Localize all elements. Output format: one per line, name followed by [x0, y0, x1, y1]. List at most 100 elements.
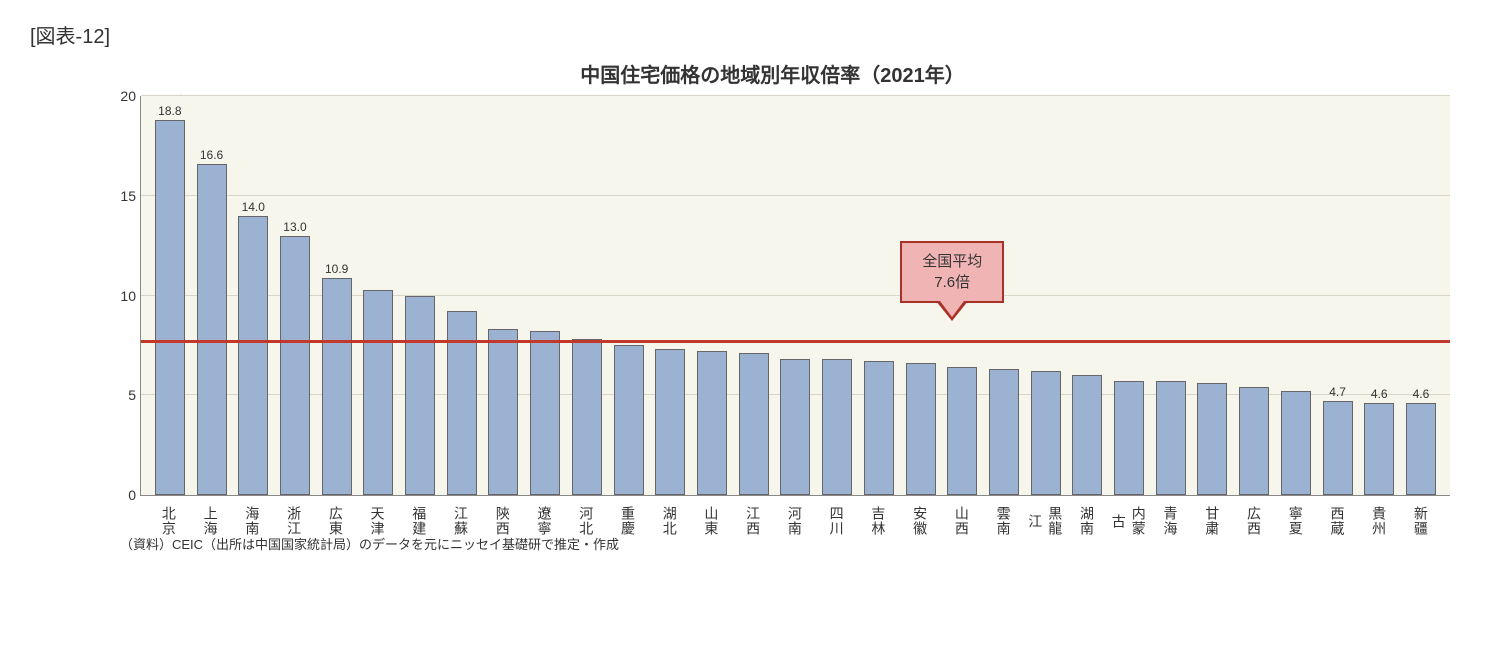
- bar-slot: [1108, 96, 1150, 495]
- y-tick-label: 5: [106, 387, 136, 403]
- bar-slot: [733, 96, 775, 495]
- bar: [1114, 381, 1144, 495]
- bar-value-label: 10.9: [325, 262, 348, 276]
- bar: [947, 367, 977, 495]
- bar: [1323, 401, 1353, 495]
- x-axis-label: 四川: [816, 502, 858, 540]
- bar-value-label: 13.0: [283, 220, 306, 234]
- x-axis-label: 江西: [732, 502, 774, 540]
- bar: [697, 351, 727, 495]
- bars-container: 18.816.614.013.010.94.74.64.6: [141, 96, 1450, 495]
- bar: [405, 296, 435, 496]
- x-axis-label: 吉林: [857, 502, 899, 540]
- x-axis-labels: 北京上海海南浙江広東天津福建江蘇陝西遼寧河北重慶湖北山東江西河南四川吉林安徽山西…: [140, 502, 1450, 540]
- bar: [488, 329, 518, 495]
- x-axis-label: 遼寧: [524, 502, 566, 540]
- bar: [1364, 403, 1394, 495]
- bar: [1406, 403, 1436, 495]
- x-axis-label: 西蔵: [1317, 502, 1359, 540]
- bar: [1281, 391, 1311, 495]
- x-axis-label: 河北: [565, 502, 607, 540]
- figure-label: [図表-12]: [30, 20, 1465, 49]
- bar-slot: 18.8: [149, 96, 191, 495]
- chart-title: 中国住宅価格の地域別年収倍率（2021年）: [80, 59, 1465, 88]
- plot-container: （倍） 18.816.614.013.010.94.74.64.6 051015…: [140, 96, 1465, 516]
- bar-slot: [816, 96, 858, 495]
- bar-slot: 4.6: [1400, 96, 1442, 495]
- x-axis-label: 陝西: [482, 502, 524, 540]
- bar: [155, 120, 185, 495]
- x-axis-label: 天津: [357, 502, 399, 540]
- bar: [1197, 383, 1227, 495]
- y-tick-label: 10: [106, 288, 136, 304]
- bar: [238, 216, 268, 495]
- x-axis-label: 広東: [315, 502, 357, 540]
- average-line: [141, 340, 1450, 343]
- bar-value-label: 16.6: [200, 148, 223, 162]
- bar-slot: [1025, 96, 1067, 495]
- y-tick-label: 15: [106, 188, 136, 204]
- bar-value-label: 18.8: [158, 104, 181, 118]
- bar-slot: 4.6: [1358, 96, 1400, 495]
- x-axis-label: 甘粛: [1191, 502, 1233, 540]
- bar-value-label: 4.6: [1371, 387, 1388, 401]
- bar: [1031, 371, 1061, 495]
- bar-slot: 13.0: [274, 96, 316, 495]
- bar-slot: [1233, 96, 1275, 495]
- bar: [572, 339, 602, 495]
- x-axis-label: 重慶: [607, 502, 649, 540]
- bar: [280, 236, 310, 495]
- bar: [864, 361, 894, 495]
- bar-slot: 16.6: [191, 96, 233, 495]
- bar: [530, 331, 560, 495]
- bar-slot: [399, 96, 441, 495]
- bar-slot: [858, 96, 900, 495]
- chart-wrapper: 中国住宅価格の地域別年収倍率（2021年） （倍） 18.816.614.013…: [80, 59, 1465, 553]
- bar-slot: [566, 96, 608, 495]
- x-axis-label: 湖南: [1066, 502, 1108, 540]
- x-axis-label: 広西: [1233, 502, 1275, 540]
- bar: [322, 278, 352, 495]
- bar-slot: [483, 96, 525, 495]
- bar: [739, 353, 769, 495]
- x-axis-label: 寧夏: [1275, 502, 1317, 540]
- x-axis-label: 青海: [1150, 502, 1192, 540]
- bar-slot: [441, 96, 483, 495]
- x-axis-label: 湖北: [649, 502, 691, 540]
- bar-slot: [1275, 96, 1317, 495]
- bar-slot: [524, 96, 566, 495]
- bar: [906, 363, 936, 495]
- bar: [780, 359, 810, 495]
- average-callout: 全国平均7.6倍: [900, 241, 1004, 303]
- x-axis-label: 海南: [231, 502, 273, 540]
- bar-slot: [649, 96, 691, 495]
- bar-slot: [358, 96, 400, 495]
- bar: [614, 345, 644, 495]
- bar-slot: [1150, 96, 1192, 495]
- bar: [1156, 381, 1186, 495]
- bar-slot: 10.9: [316, 96, 358, 495]
- callout-line1: 全国平均: [922, 251, 982, 272]
- x-axis-label: 河南: [774, 502, 816, 540]
- x-axis-label: 江蘇: [440, 502, 482, 540]
- bar-slot: [1066, 96, 1108, 495]
- bar-value-label: 4.7: [1329, 385, 1346, 399]
- x-axis-label: 内蒙古: [1108, 502, 1150, 540]
- x-axis-label: 雲南: [983, 502, 1025, 540]
- bar-slot: [1192, 96, 1234, 495]
- bar: [363, 290, 393, 495]
- bar-slot: [608, 96, 650, 495]
- x-axis-label: 貴州: [1358, 502, 1400, 540]
- bar-slot: 4.7: [1317, 96, 1359, 495]
- bar-slot: [775, 96, 817, 495]
- bar: [1072, 375, 1102, 495]
- plot-area: 18.816.614.013.010.94.74.64.6 05101520全国…: [140, 96, 1450, 496]
- x-axis-label: 山西: [941, 502, 983, 540]
- x-axis-label: 北京: [148, 502, 190, 540]
- bar: [822, 359, 852, 495]
- bar: [1239, 387, 1269, 495]
- x-axis-label: 新疆: [1400, 502, 1442, 540]
- x-axis-label: 上海: [190, 502, 232, 540]
- bar: [197, 164, 227, 495]
- bar: [655, 349, 685, 495]
